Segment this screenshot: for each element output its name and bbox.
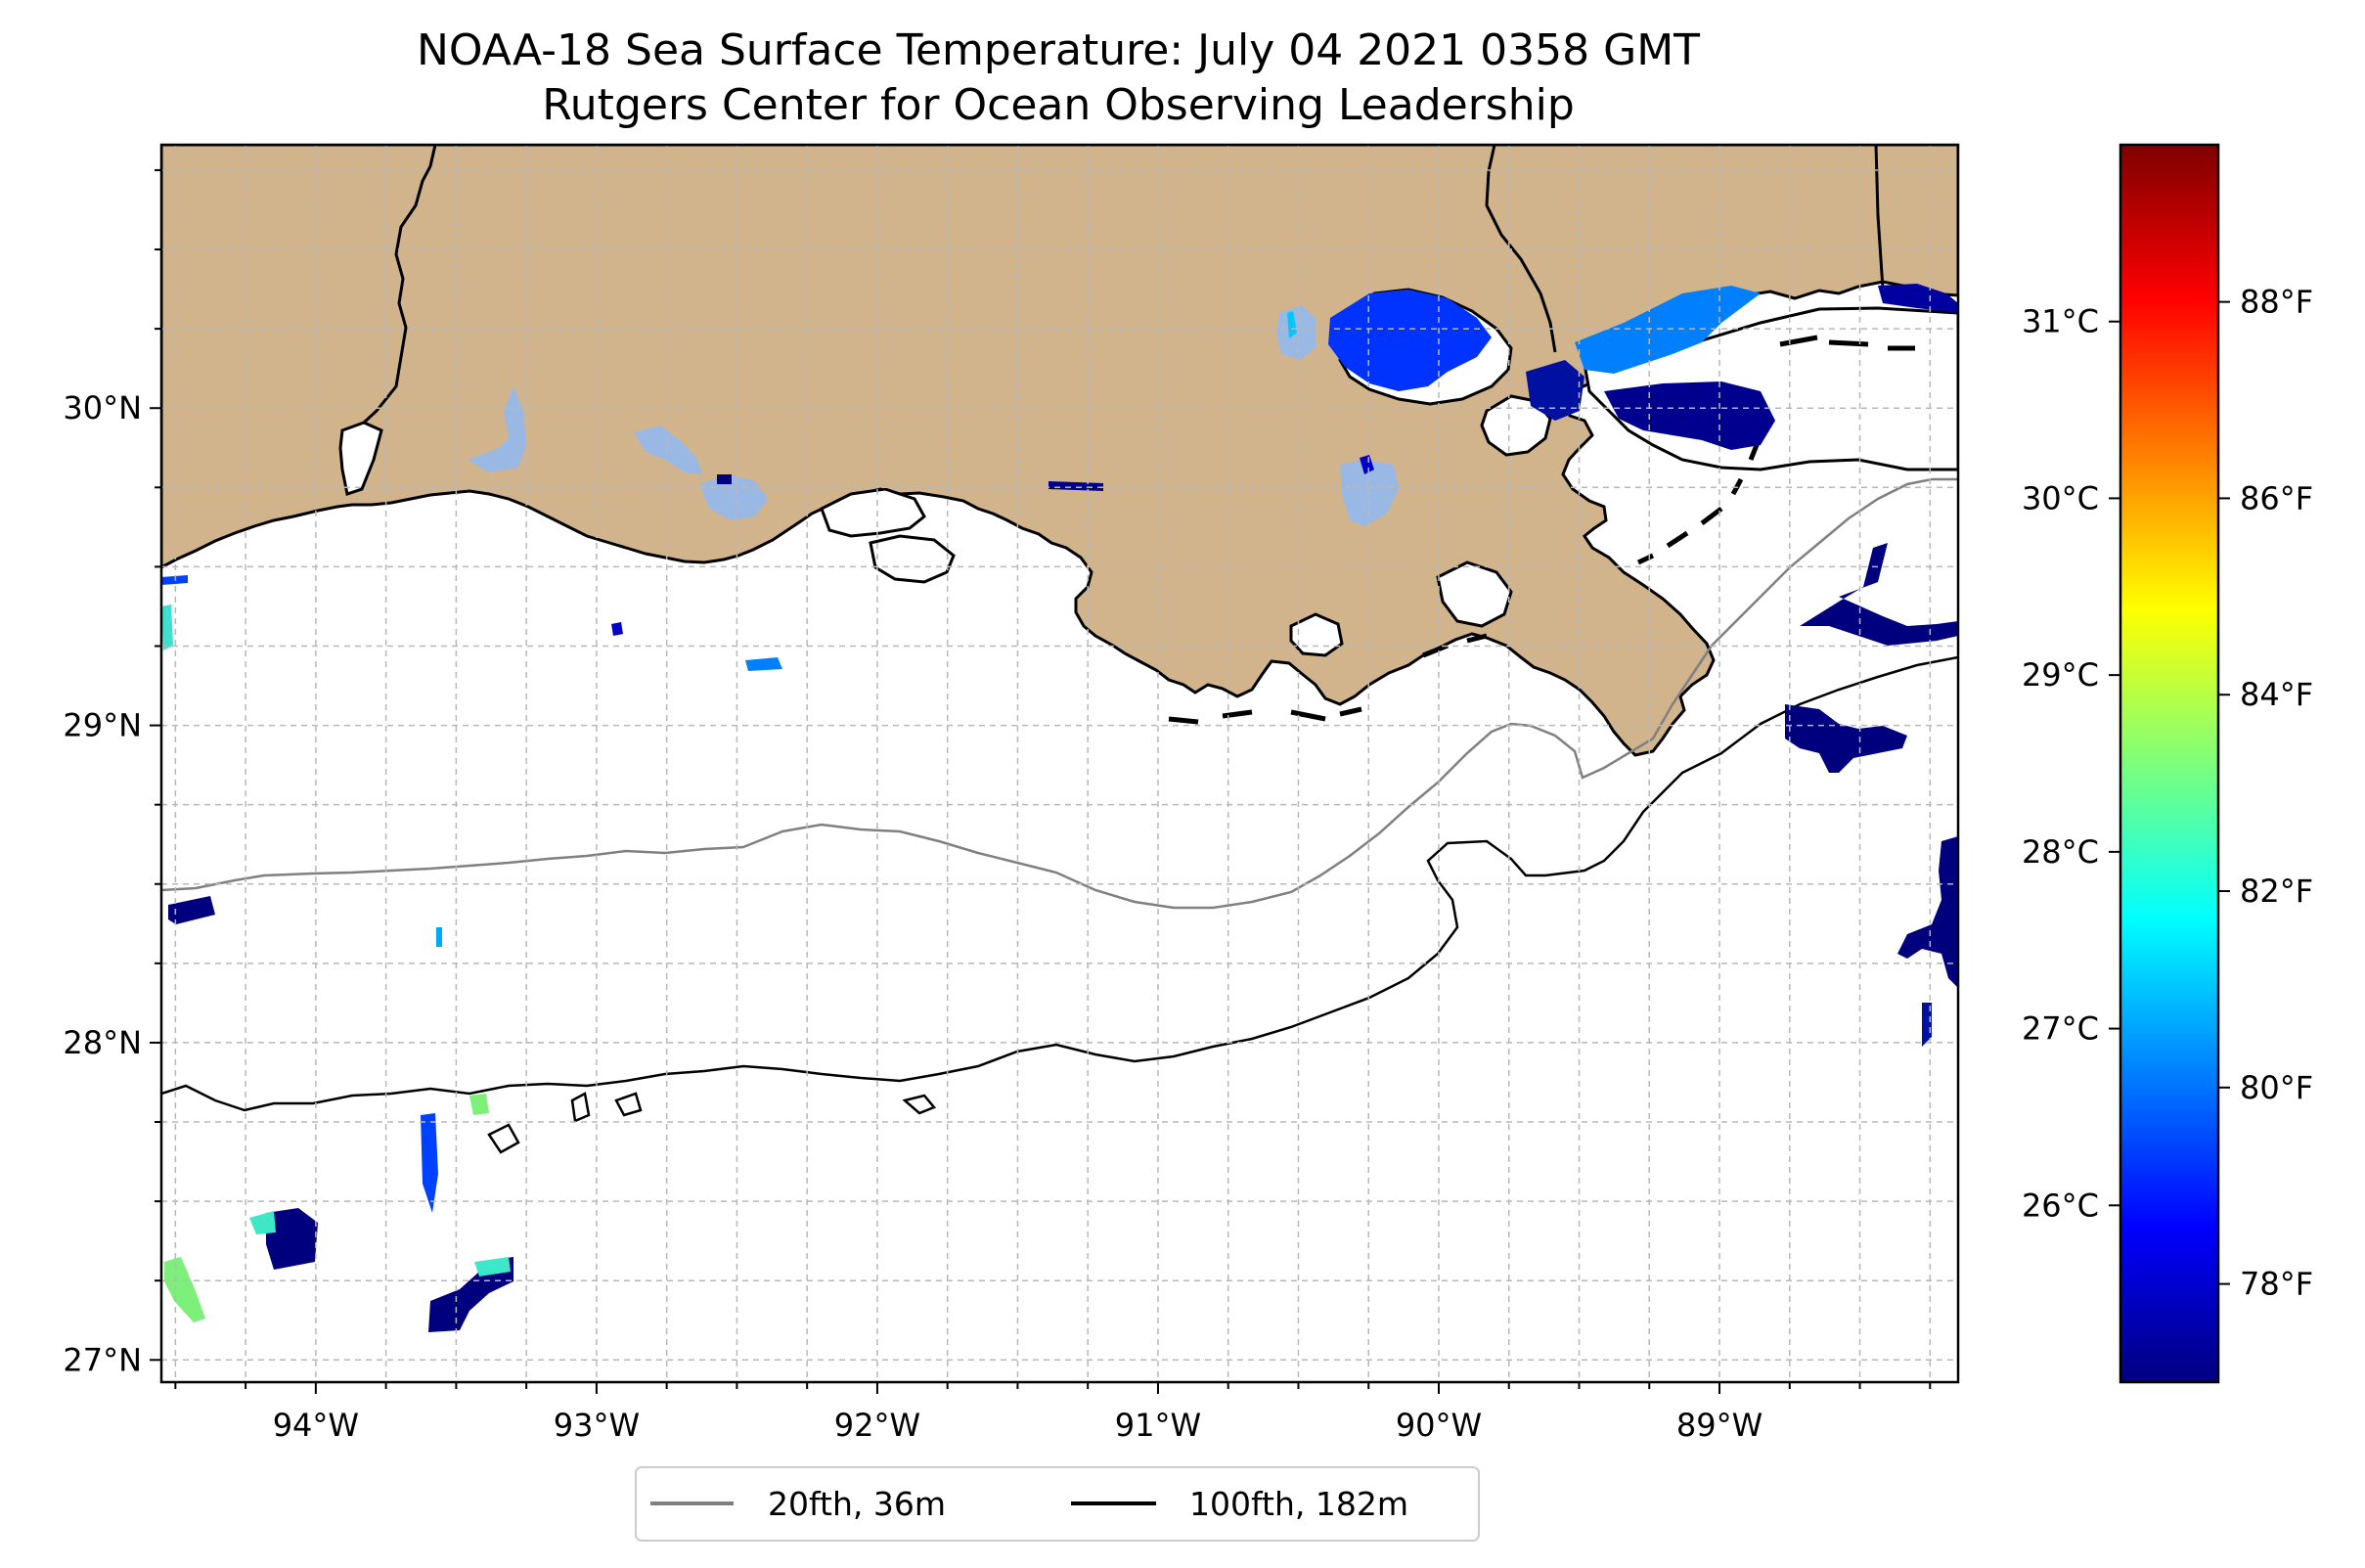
sst-patch-22 <box>1922 1003 1932 1047</box>
colorbar-c-label: 27°C <box>2022 1010 2099 1048</box>
sst-patch-5 <box>474 1257 511 1277</box>
colorbar-gradient <box>2119 143 2220 1384</box>
state-border-la-ms <box>1485 145 1557 353</box>
sst-patch-6 <box>421 1113 438 1213</box>
colorbar-c-label: 30°C <box>2022 479 2099 516</box>
atchafalaya-bay <box>869 534 956 584</box>
sst-patch-13 <box>717 474 732 484</box>
sst-patch-8 <box>168 896 215 924</box>
lat-tick-label: 30°N <box>63 389 142 426</box>
sst-patch-12 <box>745 657 782 671</box>
inland-lake-2 <box>634 426 702 474</box>
isobath-legend: 20fth, 36m 100fth, 182m <box>635 1466 1480 1542</box>
colorbar-c-label: 26°C <box>2022 1187 2099 1224</box>
inland-lake-3 <box>699 474 768 520</box>
sst-patch-11 <box>611 622 623 636</box>
lat-tick-label: 28°N <box>63 1024 142 1061</box>
colorbar-f-label: 82°F <box>2240 873 2313 910</box>
sst-patch-21 <box>1897 836 1958 988</box>
state-border-tx-la <box>362 145 437 425</box>
colorbar-f-label: 86°F <box>2240 479 2313 516</box>
vermilion-bay <box>820 487 926 538</box>
map-area: 94°W 93°W 92°W 91°W 90°W 89°W 27°N 28°N 29°N 30°N <box>63 143 1960 1444</box>
lon-tick-label: 91°W <box>1115 1407 1201 1444</box>
sst-patch-24 <box>161 575 188 585</box>
sst-patch-9 <box>436 927 442 947</box>
sst-patch-26 <box>1360 455 1374 474</box>
legend-box <box>635 1466 1480 1542</box>
colorbar-f-label: 84°F <box>2240 676 2313 713</box>
isobath-20fth <box>161 477 1958 910</box>
sst-patch-19 <box>1800 543 1958 646</box>
map-frame <box>159 143 1960 1384</box>
sst-patch-17 <box>1604 381 1775 450</box>
sst-patch-3 <box>164 1257 205 1322</box>
map-ticks: 94°W 93°W 92°W 91°W 90°W 89°W 27°N 28°N 29°N 30°N <box>63 168 1932 1444</box>
colorbar-f-label: 80°F <box>2240 1069 2313 1106</box>
lat-tick-label: 29°N <box>63 707 142 744</box>
sst-patch-16 <box>1575 286 1761 374</box>
sst-patch-25 <box>1287 311 1297 338</box>
state-border-ms-al <box>1874 145 1885 290</box>
isobath-100fth-islands <box>487 1092 937 1154</box>
timbalier-bay <box>1289 612 1344 657</box>
lon-tick-label: 93°W <box>554 1407 640 1444</box>
sst-patch-2 <box>249 1211 276 1234</box>
map-subtitle: Rutgers Center for Ocean Observing Leade… <box>542 80 1575 130</box>
sst-patch-1 <box>266 1208 318 1270</box>
lon-tick-label: 94°W <box>273 1407 359 1444</box>
sst-patch-18 <box>1878 284 1958 313</box>
lat-tick-label: 27°N <box>63 1341 142 1378</box>
sst-patch-10 <box>161 605 173 650</box>
sabine-lake <box>338 421 383 496</box>
colorbar: 78°F 80°F 82°F 84°F 86°F 88°F 26°C 27°C 28°C 29°C… <box>2022 143 2313 1384</box>
colorbar-c-label: 28°C <box>2022 833 2099 871</box>
colorbar-f-label: 78°F <box>2240 1266 2313 1303</box>
sst-patch-4 <box>428 1257 513 1332</box>
barataria-bay <box>1436 560 1513 628</box>
map-title: NOAA-18 Sea Surface Temperature: July 04… <box>417 25 1700 75</box>
colorbar-ticks: 78°F 80°F 82°F 84°F 86°F 88°F 26°C 27°C 28°C 29°C… <box>2022 284 2313 1303</box>
barrier-islands <box>1168 335 1915 725</box>
lon-tick-label: 90°W <box>1396 1407 1482 1444</box>
lon-tick-label: 89°W <box>1676 1407 1763 1444</box>
legend-label-100fth: 100fth, 182m <box>1189 1485 1408 1523</box>
colorbar-c-label: 31°C <box>2022 303 2099 340</box>
lon-tick-label: 92°W <box>834 1407 920 1444</box>
inland-lake-4 <box>1340 460 1399 526</box>
lake-borgne <box>1480 394 1552 457</box>
colorbar-f-label: 88°F <box>2240 284 2313 321</box>
graticule <box>161 145 1958 1382</box>
sst-patch-23 <box>1049 481 1103 491</box>
sst-patch-20 <box>1785 704 1907 773</box>
legend-label-20fth: 20fth, 36m <box>768 1485 946 1523</box>
sst-patch-7 <box>469 1094 489 1115</box>
sst-patch-15 <box>1526 360 1584 421</box>
isobath-100fth <box>161 655 1958 1112</box>
colorbar-c-label: 29°C <box>2022 656 2099 694</box>
